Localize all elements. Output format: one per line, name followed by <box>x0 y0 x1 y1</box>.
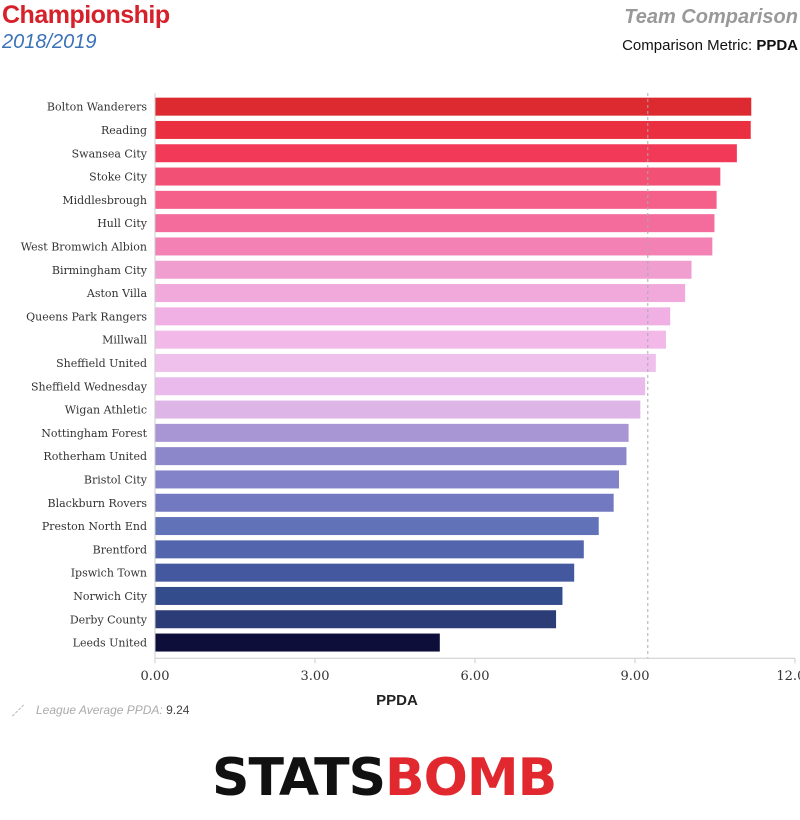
statsbomb-logo: STATSBOMB <box>212 752 557 804</box>
metric-name: PPDA <box>756 37 798 54</box>
category-label: Brentford <box>93 543 147 556</box>
bar <box>155 586 563 605</box>
bar <box>155 260 692 279</box>
bar <box>155 517 599 536</box>
category-label: Preston North End <box>42 520 147 533</box>
bar <box>155 400 641 419</box>
league-average-label: League Average PPDA: <box>36 703 163 717</box>
category-label: Queens Park Rangers <box>26 310 147 323</box>
bar <box>155 423 629 442</box>
category-label: Leeds United <box>73 637 147 650</box>
league-average-value: 9.24 <box>166 703 190 717</box>
bar <box>155 633 440 652</box>
bar <box>155 470 619 489</box>
category-label: Aston Villa <box>86 287 148 300</box>
x-tick-label: 9.00 <box>621 669 650 684</box>
bar <box>155 307 671 326</box>
category-label: Birmingham City <box>52 264 148 277</box>
bar <box>155 190 717 209</box>
logo-bomb: BOMB <box>385 748 557 808</box>
category-label: Bristol City <box>84 473 148 486</box>
bar <box>155 563 575 582</box>
category-label: Swansea City <box>72 147 148 160</box>
bar <box>155 167 721 186</box>
bar-chart: Bolton Wanderers Reading Swansea City Stoke… <box>21 93 800 709</box>
category-label: Wigan Athletic <box>65 404 147 417</box>
category-label: Reading <box>101 124 147 137</box>
category-label: Nottingham Forest <box>41 427 147 440</box>
category-label: Sheffield United <box>56 357 147 370</box>
season-label: 2018/2019 <box>2 31 97 53</box>
comparison-metric: Comparison Metric: PPDA <box>622 37 798 54</box>
bar <box>155 540 584 559</box>
bar <box>155 144 737 163</box>
category-label: Derby County <box>70 613 148 626</box>
bar <box>155 97 752 116</box>
league-title: Championship <box>2 1 170 29</box>
bar <box>155 284 686 303</box>
bar <box>155 610 557 629</box>
x-axis-title: PPDA <box>376 692 418 709</box>
category-label: Blackburn Rovers <box>48 497 148 510</box>
x-tick-label: 12.00 <box>776 669 800 684</box>
x-tick-label: 6.00 <box>461 669 490 684</box>
league-average-note: League Average PPDA: 9.24 <box>10 703 189 717</box>
logo-stats: STATS <box>212 748 386 808</box>
metric-prefix: Comparison Metric: <box>622 37 753 54</box>
category-label: Ipswich Town <box>71 567 147 580</box>
category-label: Middlesbrough <box>62 194 147 207</box>
dashed-line-icon <box>11 704 25 717</box>
category-label: Rotherham United <box>43 450 147 463</box>
bar <box>155 447 627 466</box>
bar <box>155 237 713 256</box>
x-tick-label: 3.00 <box>301 669 330 684</box>
bar <box>155 214 715 233</box>
category-label: Norwich City <box>73 590 148 603</box>
category-label: Hull City <box>97 217 148 230</box>
x-tick-label: 0.00 <box>141 669 170 684</box>
bar <box>155 353 656 372</box>
bar <box>155 377 646 396</box>
category-label: Millwall <box>102 334 147 347</box>
bar <box>155 493 614 512</box>
category-label: Stoke City <box>89 171 148 184</box>
bar <box>155 120 751 139</box>
comparison-title: Team Comparison <box>624 6 798 28</box>
category-label: Bolton Wanderers <box>47 101 147 114</box>
category-label: Sheffield Wednesday <box>31 380 148 393</box>
bar <box>155 330 666 349</box>
category-label: West Bromwich Albion <box>21 240 147 253</box>
